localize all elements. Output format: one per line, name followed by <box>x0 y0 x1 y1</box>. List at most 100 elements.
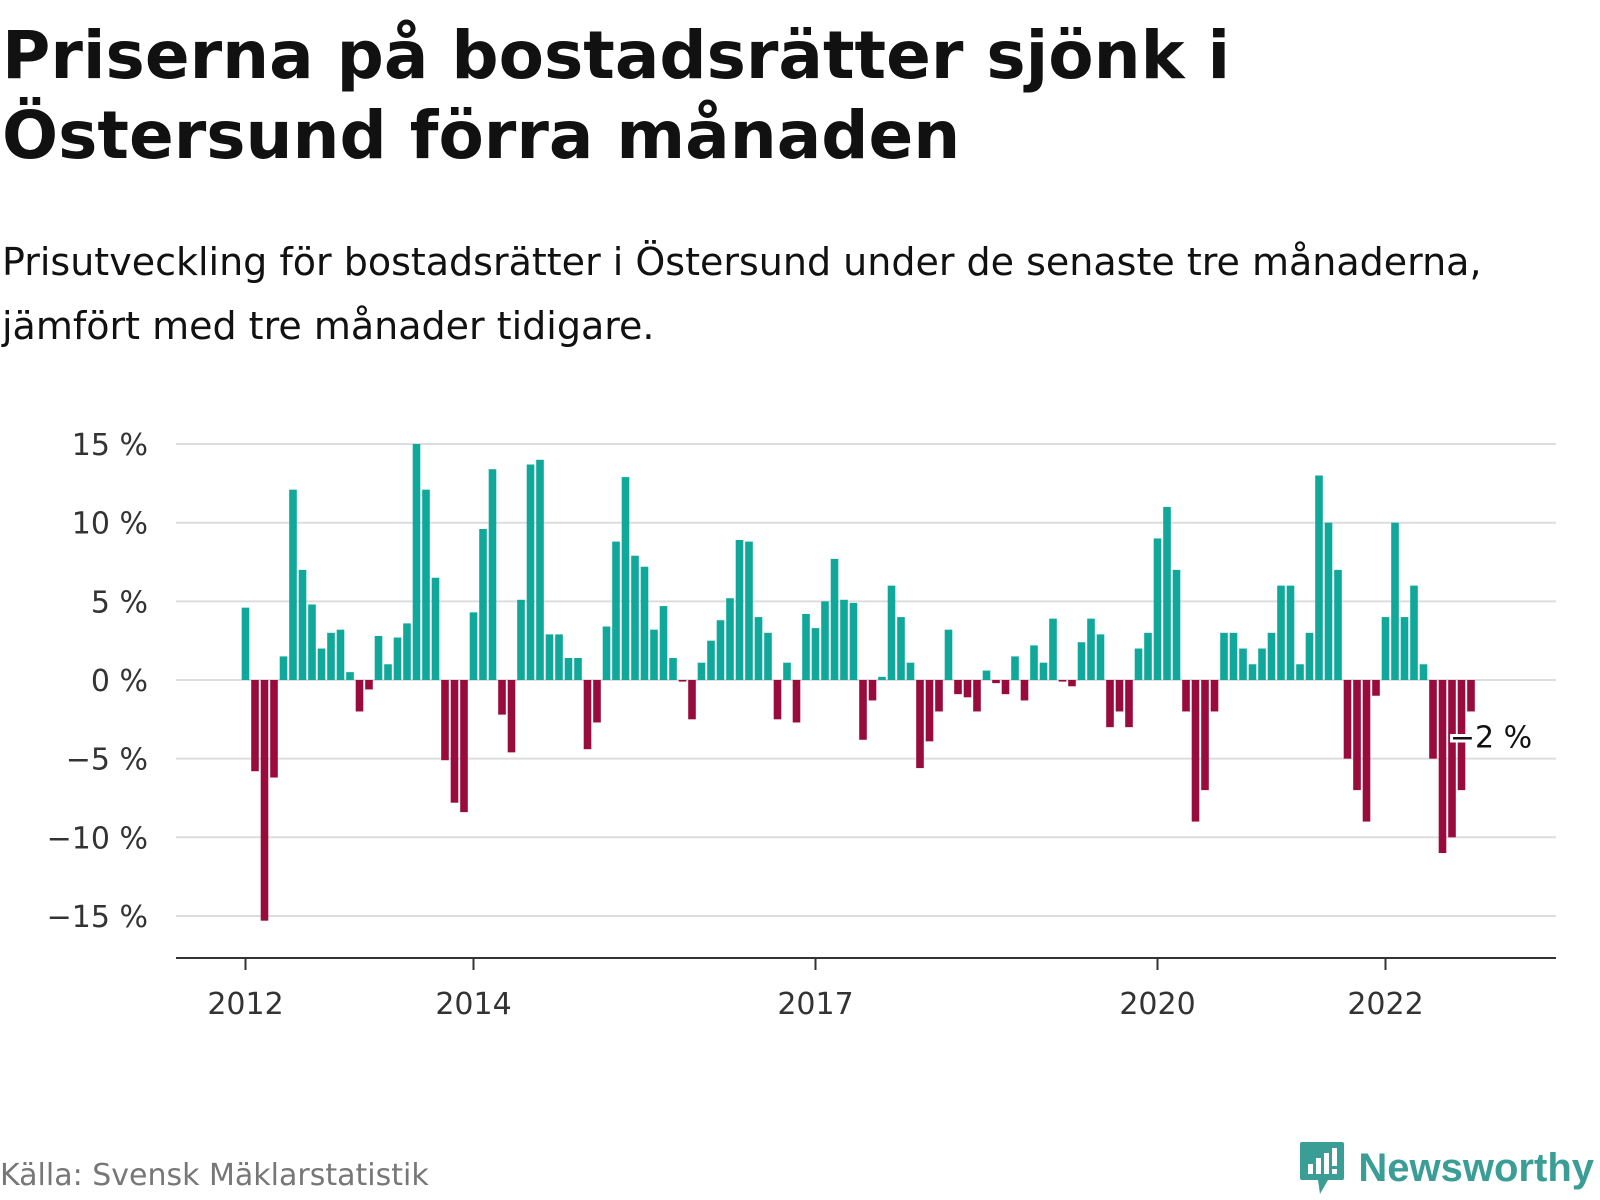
bar <box>517 599 525 680</box>
bar <box>336 629 345 680</box>
y-axis-labels: 15 % 10 % 5 % 0 % −5 % −10 % −15 % <box>47 428 148 935</box>
bar <box>1248 664 1257 680</box>
bar <box>783 662 791 680</box>
bar <box>1068 680 1076 687</box>
bar <box>526 464 535 680</box>
bar <box>849 602 858 680</box>
bar <box>1163 506 1171 680</box>
bar <box>1391 522 1399 680</box>
bar <box>298 569 307 680</box>
y-tick-label: 10 % <box>72 507 148 542</box>
bar <box>1239 648 1247 680</box>
bar <box>536 459 544 680</box>
bar <box>1258 648 1266 680</box>
bar <box>270 680 278 778</box>
bar <box>906 662 915 680</box>
bar <box>963 680 972 698</box>
bar <box>659 606 668 680</box>
bar <box>555 634 563 680</box>
bar <box>1115 680 1124 712</box>
bar <box>507 680 516 753</box>
bar <box>1267 632 1276 680</box>
bar <box>422 489 430 680</box>
bar <box>868 680 877 701</box>
bar <box>545 634 554 680</box>
bar <box>1058 680 1067 682</box>
y-tick-label: 0 % <box>91 664 148 699</box>
bar <box>1467 680 1475 712</box>
x-tick-label: 2014 <box>435 987 511 1022</box>
bar <box>707 640 715 680</box>
bar <box>393 637 402 680</box>
bar <box>925 680 934 742</box>
bar <box>735 540 744 680</box>
x-tick-label: 2017 <box>777 987 853 1022</box>
bars <box>241 444 1475 921</box>
bar <box>1172 569 1181 680</box>
bar <box>460 680 468 813</box>
bar <box>1153 538 1162 680</box>
bar <box>279 656 288 680</box>
bar <box>954 680 962 695</box>
bar <box>1134 648 1143 680</box>
bar <box>365 680 373 690</box>
y-tick-label: −10 % <box>47 821 148 856</box>
bar <box>631 555 639 680</box>
bar <box>488 469 497 680</box>
bar <box>241 607 250 680</box>
bar <box>374 635 383 680</box>
bar <box>764 632 772 680</box>
bar <box>688 680 696 720</box>
bar <box>621 477 630 680</box>
bar <box>1106 680 1114 728</box>
bar-chart: 15 %10 %5 %0 %−5 %−10 %−15 % 2012 2014 201… <box>47 428 1556 1022</box>
bar <box>678 680 687 682</box>
bar <box>650 629 658 680</box>
x-tick-label: 2012 <box>207 987 283 1022</box>
bar <box>1087 618 1095 680</box>
bar <box>498 680 506 715</box>
x-tick-label: 2022 <box>1347 987 1423 1022</box>
bar <box>1220 632 1228 680</box>
annotations: −2 % <box>1447 717 1535 758</box>
bar <box>1324 522 1333 680</box>
bar <box>593 680 601 723</box>
bar <box>1372 680 1380 696</box>
bar <box>1277 585 1285 680</box>
bar <box>726 598 734 680</box>
x-tick-label: 2020 <box>1119 987 1195 1022</box>
bar <box>450 680 459 803</box>
bar <box>916 680 924 769</box>
bar <box>1400 617 1409 680</box>
newsworthy-logo-icon <box>1300 1142 1345 1194</box>
bar <box>355 680 364 712</box>
bar <box>612 541 620 680</box>
bar <box>1343 680 1352 759</box>
bar <box>821 601 829 680</box>
bar <box>897 617 905 680</box>
bar <box>792 680 801 723</box>
bar <box>251 680 259 772</box>
brand-logo[interactable]: Newsworthy <box>1298 1140 1594 1196</box>
bar <box>564 657 573 680</box>
bar <box>308 604 316 680</box>
bar <box>1419 664 1428 680</box>
bar <box>1410 585 1418 680</box>
bar <box>346 672 354 680</box>
bar <box>602 626 611 680</box>
bar <box>802 613 810 680</box>
bar <box>878 676 886 680</box>
bar <box>840 599 848 680</box>
bar <box>1210 680 1219 712</box>
y-tick-label: −15 % <box>47 900 148 935</box>
last-value-label: −2 % <box>1450 720 1532 755</box>
bar <box>811 628 820 680</box>
brand-name: Newsworthy <box>1358 1145 1594 1190</box>
bar <box>830 558 839 680</box>
bar <box>1020 680 1029 701</box>
bar <box>574 657 582 680</box>
bar <box>973 680 981 712</box>
bar <box>1334 569 1342 680</box>
bar <box>716 620 725 680</box>
bar <box>1001 680 1010 695</box>
